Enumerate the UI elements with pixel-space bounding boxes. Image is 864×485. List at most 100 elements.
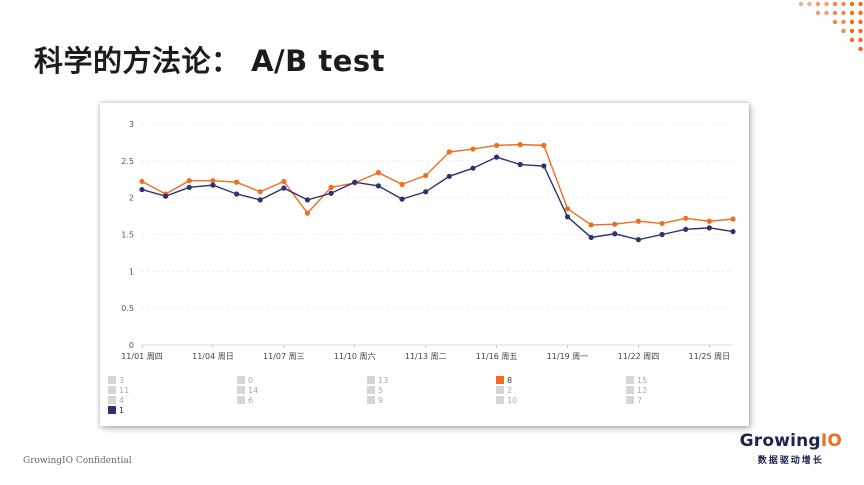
legend-label: 2 — [507, 385, 513, 395]
decorative-dot — [841, 28, 846, 34]
legend-item[interactable]: 9 — [367, 395, 383, 405]
legend-swatch — [626, 376, 634, 384]
decorative-dot — [849, 28, 855, 34]
chart-legend: 3 0 13 8 15 11 14 5 2 12 4 6 9 10 7 1 — [108, 375, 738, 423]
legend-item[interactable]: 2 — [496, 385, 512, 395]
legend-item[interactable]: 3 — [108, 375, 124, 385]
data-point-series-1 — [541, 163, 547, 169]
y-tick-label: 2 — [129, 194, 134, 203]
data-point-series-8 — [706, 218, 712, 224]
data-point-series-8 — [399, 181, 405, 188]
decorative-dot — [832, 19, 838, 25]
legend-item[interactable]: 7 — [626, 395, 642, 405]
slide-title: 科学的方法论： A/B test — [34, 44, 385, 78]
decorative-dot — [858, 46, 863, 52]
x-tick-label: 11/25 周日 — [689, 352, 731, 361]
data-point-series-8 — [304, 210, 311, 216]
data-point-series-1 — [635, 237, 642, 243]
logo-text-io: IO — [820, 431, 842, 451]
decorative-dot — [815, 10, 821, 16]
brand-block: GrowingIO 数据驱动增长 — [740, 431, 842, 466]
legend-item[interactable]: 8 — [496, 375, 512, 385]
legend-swatch — [237, 376, 245, 384]
data-point-series-1 — [186, 184, 192, 190]
decorative-dot — [815, 1, 821, 7]
legend-swatch — [496, 376, 504, 384]
legend-label: 8 — [507, 375, 513, 385]
data-point-series-1 — [683, 226, 689, 232]
decorative-dot — [841, 10, 846, 16]
x-tick-label: 11/10 周六 — [334, 351, 376, 361]
legend-label: 6 — [248, 395, 254, 405]
data-point-series-1 — [659, 231, 665, 238]
legend-swatch — [496, 386, 504, 394]
legend-label: 13 — [378, 375, 389, 385]
legend-swatch — [237, 396, 245, 404]
legend-swatch — [367, 376, 375, 384]
decorative-dot — [824, 10, 829, 16]
legend-item[interactable]: 5 — [367, 385, 383, 395]
legend-swatch — [108, 406, 116, 414]
data-point-series-1 — [399, 196, 405, 202]
decorative-dot — [858, 10, 863, 16]
legend-item[interactable]: 13 — [367, 375, 388, 385]
legend-item[interactable]: 10 — [496, 395, 517, 405]
data-point-series-8 — [683, 215, 689, 221]
logo-text: Growing — [739, 431, 821, 451]
legend-item[interactable]: 12 — [626, 385, 647, 395]
legend-label: 12 — [637, 385, 648, 395]
legend-label: 5 — [378, 385, 384, 395]
chart-card: 0 0.5 1 1.5 2 2.5 3 11/01 周四 11/04 周日 11/07 周三 11/… — [100, 103, 749, 426]
decorative-dot — [824, 1, 829, 7]
decorative-dot — [832, 10, 838, 16]
data-point-series-8 — [635, 218, 642, 224]
data-point-series-8 — [186, 178, 192, 184]
data-point-series-1 — [281, 185, 287, 191]
x-tick-label: 11/13 周二 — [405, 352, 447, 361]
legend-item[interactable]: 14 — [237, 385, 258, 395]
legend-label: 15 — [637, 375, 648, 385]
x-tick-label: 11/19 周一 — [547, 352, 589, 361]
data-point-series-1 — [588, 234, 594, 241]
legend-swatch — [367, 386, 375, 394]
data-point-series-1 — [612, 231, 618, 237]
data-point-series-8 — [612, 221, 618, 227]
data-point-series-8 — [517, 142, 523, 148]
legend-item[interactable]: 4 — [108, 395, 124, 405]
legend-item[interactable]: 15 — [626, 375, 647, 385]
data-point-series-1 — [470, 165, 476, 171]
data-point-series-1 — [304, 197, 311, 203]
legend-item[interactable]: 1 — [108, 405, 124, 415]
y-tick-label: 0 — [129, 341, 134, 350]
legend-item[interactable]: 11 — [108, 385, 129, 395]
data-point-series-1 — [328, 190, 334, 196]
data-point-series-8 — [257, 189, 263, 195]
y-tick-label: 1 — [129, 267, 134, 276]
legend-label: 7 — [637, 395, 643, 405]
data-point-series-1 — [517, 161, 523, 168]
data-point-series-8 — [564, 206, 571, 212]
data-point-series-8 — [541, 142, 547, 148]
data-point-series-1 — [139, 186, 145, 193]
data-point-series-8 — [281, 178, 287, 185]
data-point-series-1 — [352, 179, 358, 185]
data-point-series-1 — [375, 183, 381, 189]
decorative-dot — [841, 19, 846, 25]
data-point-series-8 — [470, 146, 476, 152]
legend-item[interactable]: 0 — [237, 375, 253, 385]
data-point-series-1 — [494, 154, 500, 160]
data-point-series-1 — [446, 173, 452, 179]
data-point-series-8 — [659, 220, 665, 227]
line-chart: 0 0.5 1 1.5 2 2.5 3 11/01 周四 11/04 周日 11/07 周三 11/… — [121, 120, 736, 361]
legend-label: 1 — [119, 405, 125, 415]
x-tick-label: 11/07 周三 — [263, 352, 305, 361]
x-tick-label: 11/04 周日 — [192, 352, 234, 361]
decorative-dot — [849, 1, 855, 7]
decorative-dot — [849, 37, 855, 43]
data-point-series-8 — [210, 178, 216, 184]
legend-item[interactable]: 6 — [237, 395, 253, 405]
decorative-dot — [832, 1, 838, 7]
legend-label: 3 — [119, 375, 125, 385]
y-tick-label: 1.5 — [121, 231, 134, 240]
legend-label: 14 — [248, 385, 259, 395]
